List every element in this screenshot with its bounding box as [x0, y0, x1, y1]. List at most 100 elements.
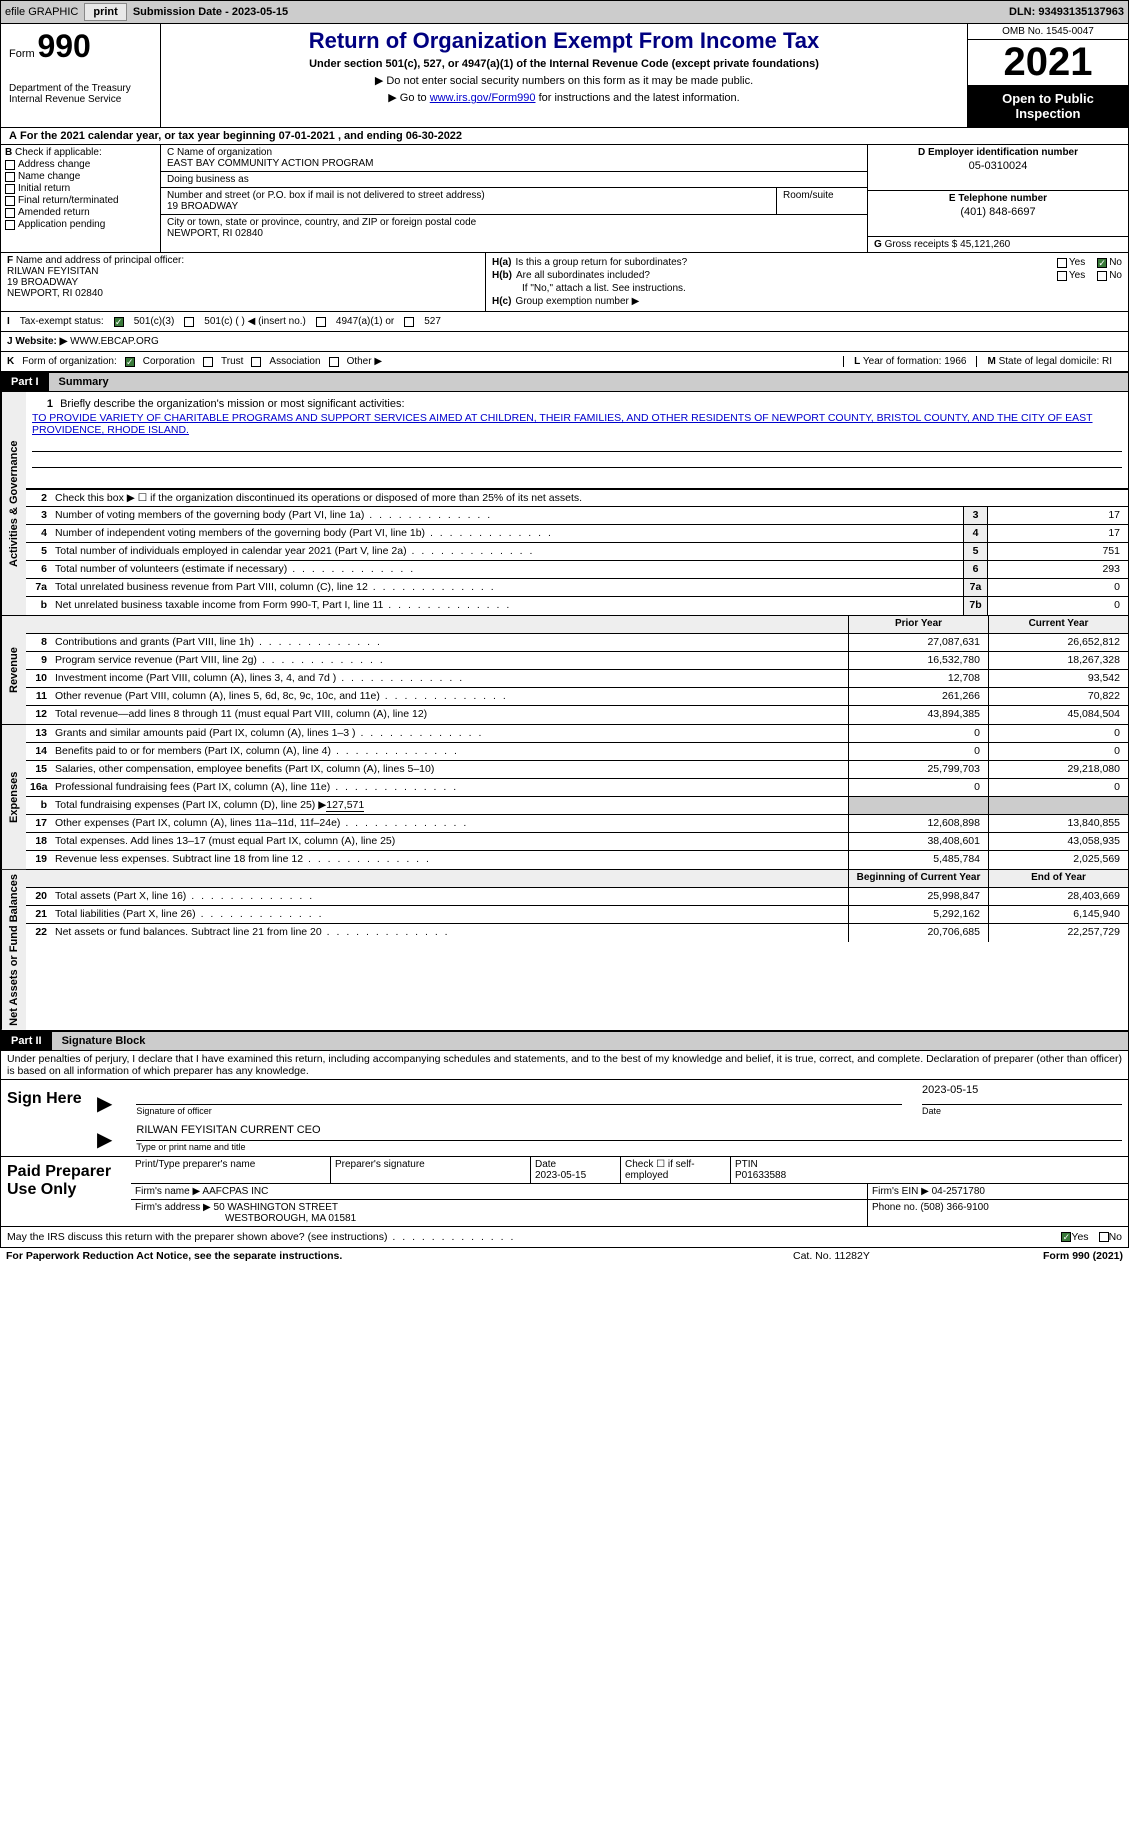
form-header: Form 990 Department of the Treasury Inte…: [0, 24, 1129, 128]
website-row: J Website: ▶ WWW.EBCAP.ORG: [0, 332, 1129, 352]
501c-label: 501(c) ( ) ◀ (insert no.): [204, 316, 306, 327]
p13: 0: [848, 725, 988, 742]
open-to-public: Open to Public Inspection: [968, 85, 1128, 127]
501c3-checkbox[interactable]: [114, 317, 124, 327]
dba-label: Doing business as: [167, 174, 861, 185]
discuss-no: No: [1109, 1231, 1122, 1243]
discuss-no-checkbox[interactable]: [1099, 1232, 1109, 1242]
discuss-row: May the IRS discuss this return with the…: [0, 1227, 1129, 1248]
hb-no: No: [1109, 270, 1122, 281]
line16a-text: Professional fundraising fees (Part IX, …: [51, 779, 848, 796]
v3: 17: [988, 507, 1128, 524]
label-f: F: [7, 255, 13, 266]
label-j: J: [7, 336, 13, 347]
discuss-yes-checkbox[interactable]: [1061, 1232, 1071, 1242]
corp-checkbox[interactable]: [125, 357, 135, 367]
footer-form-num: 990: [1072, 1250, 1090, 1262]
501c-checkbox[interactable]: [184, 317, 194, 327]
name-change-label: Name change: [18, 171, 80, 182]
form990-link[interactable]: www.irs.gov/Form990: [430, 92, 536, 104]
c13: 0: [988, 725, 1128, 742]
state-domicile: State of legal domicile: RI: [999, 356, 1112, 367]
line14-text: Benefits paid to or for members (Part IX…: [51, 743, 848, 760]
ha-yes-checkbox[interactable]: [1057, 258, 1067, 268]
c14: 0: [988, 743, 1128, 760]
tax-year-row: A For the 2021 calendar year, or tax yea…: [0, 128, 1129, 145]
amended-label: Amended return: [18, 207, 90, 218]
p14: 0: [848, 743, 988, 760]
4947-checkbox[interactable]: [316, 317, 326, 327]
self-employed-label: Check ☐ if self-employed: [621, 1157, 731, 1183]
p15: 25,799,703: [848, 761, 988, 778]
print-button[interactable]: print: [84, 3, 126, 21]
website-text: Website: ▶: [15, 336, 67, 347]
room-label: Room/suite: [783, 190, 861, 201]
other-checkbox[interactable]: [329, 357, 339, 367]
hb-yes: Yes: [1069, 270, 1085, 281]
tax-year: 2021: [968, 40, 1128, 85]
section-d: D Employer identification number 05-0310…: [868, 145, 1128, 252]
footer-year: (2021): [1093, 1250, 1123, 1262]
officer-name: RILWAN FEYISITAN: [7, 266, 99, 277]
trust-checkbox[interactable]: [203, 357, 213, 367]
preparer-sig-label: Preparer's signature: [335, 1159, 526, 1170]
footer-mid: Cat. No. 11282Y: [793, 1250, 973, 1262]
footer-row: For Paperwork Reduction Act Notice, see …: [0, 1248, 1129, 1264]
form-org-text: Form of organization:: [22, 356, 117, 367]
part2-header: Part II Signature Block: [0, 1031, 1129, 1051]
label-i: I: [7, 316, 10, 327]
activities-vlabel: Activities & Governance: [1, 392, 26, 615]
p18: 38,408,601: [848, 833, 988, 850]
form-org-row: K Form of organization: Corporation Trus…: [0, 352, 1129, 372]
c21: 6,145,940: [988, 906, 1128, 923]
ha-yes: Yes: [1069, 257, 1085, 268]
hb-no-checkbox[interactable]: [1097, 271, 1107, 281]
firm-addr-label: Firm's address ▶: [135, 1202, 211, 1213]
v7b: 0: [988, 597, 1128, 615]
arrow2-pre: ▶ Go to: [388, 92, 429, 104]
name-change-checkbox[interactable]: [5, 172, 15, 182]
c20: 28,403,669: [988, 888, 1128, 905]
assoc-checkbox[interactable]: [251, 357, 261, 367]
addr-change-label: Address change: [18, 159, 90, 170]
hb-yes-checkbox[interactable]: [1057, 271, 1067, 281]
c8: 26,652,812: [988, 634, 1128, 651]
527-checkbox[interactable]: [404, 317, 414, 327]
dln-label: DLN: 93493135137963: [1009, 6, 1124, 18]
c12: 45,084,504: [988, 706, 1128, 724]
ptin-label: PTIN: [735, 1159, 1124, 1170]
sign-here-label: Sign Here: [1, 1080, 91, 1156]
final-checkbox[interactable]: [5, 196, 15, 206]
527-label: 527: [424, 316, 441, 327]
c15: 29,218,080: [988, 761, 1128, 778]
c10: 93,542: [988, 670, 1128, 687]
line22-text: Net assets or fund balances. Subtract li…: [51, 924, 848, 942]
assoc-label: Association: [269, 356, 320, 367]
section-h: H(a) Is this a group return for subordin…: [486, 253, 1128, 311]
label-a: A: [9, 130, 17, 142]
status-text: Tax-exempt status:: [20, 316, 104, 327]
firm-name-label: Firm's name ▶: [135, 1186, 200, 1197]
netassets-vlabel: Net Assets or Fund Balances: [1, 870, 26, 1030]
city-value: NEWPORT, RI 02840: [167, 228, 861, 239]
submission-date: Submission Date - 2023-05-15: [133, 6, 288, 18]
line1-text: Briefly describe the organization's miss…: [60, 398, 404, 410]
website-value: WWW.EBCAP.ORG: [70, 336, 159, 347]
discuss-text: May the IRS discuss this return with the…: [7, 1231, 515, 1243]
line19-text: Revenue less expenses. Subtract line 18 …: [51, 851, 848, 869]
pending-checkbox[interactable]: [5, 220, 15, 230]
line13-text: Grants and similar amounts paid (Part IX…: [51, 725, 848, 742]
preparer-name-label: Print/Type preparer's name: [135, 1159, 326, 1170]
initial-checkbox[interactable]: [5, 184, 15, 194]
omb-number: OMB No. 1545-0047: [968, 24, 1128, 40]
c19: 2,025,569: [988, 851, 1128, 869]
officer-section: F Name and address of principal officer:…: [1, 253, 486, 311]
gross-text: Gross receipts $: [885, 239, 958, 250]
amended-checkbox[interactable]: [5, 208, 15, 218]
p17: 12,608,898: [848, 815, 988, 832]
ha-no-checkbox[interactable]: [1097, 258, 1107, 268]
pending-label: Application pending: [18, 219, 105, 230]
type-name-label: Type or print name and title: [136, 1140, 1122, 1152]
addr-change-checkbox[interactable]: [5, 160, 15, 170]
form-subtitle: Under section 501(c), 527, or 4947(a)(1)…: [169, 58, 959, 70]
